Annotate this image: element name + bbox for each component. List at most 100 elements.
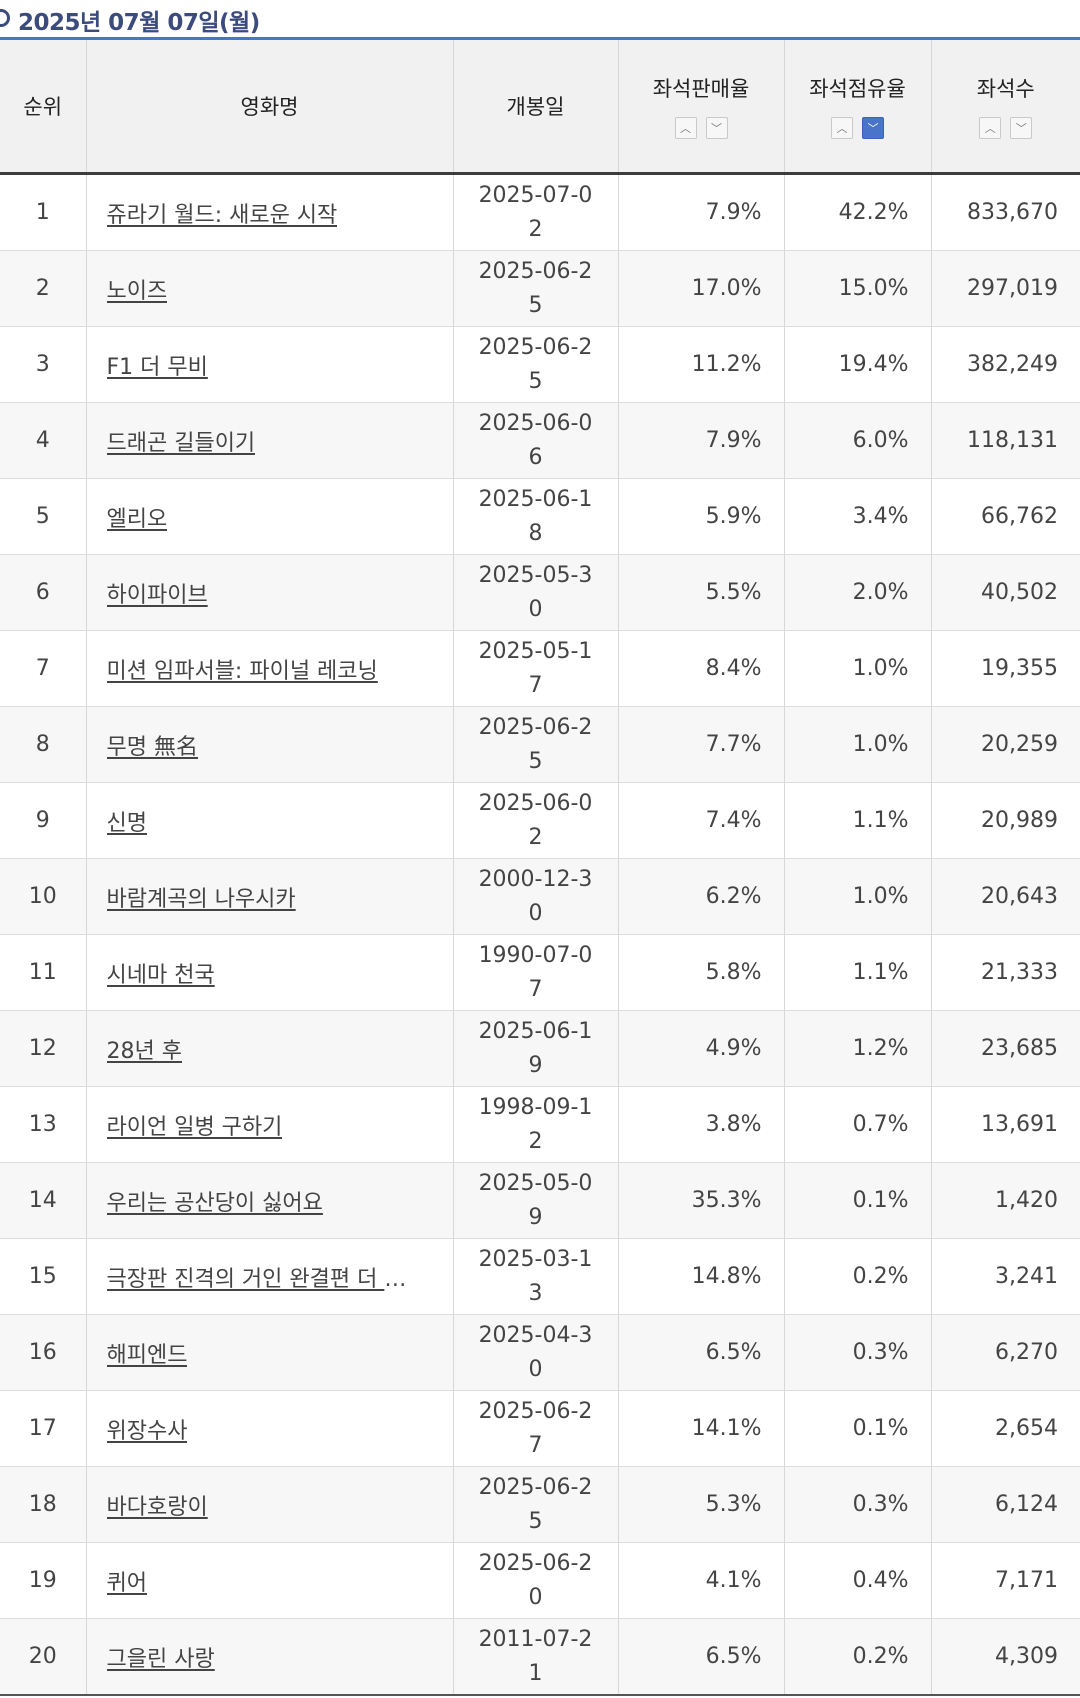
title-cell: 해피엔드 bbox=[85, 1314, 453, 1391]
movie-title-link[interactable]: 위장수사 bbox=[106, 1418, 188, 1444]
movie-title-link[interactable]: 노이즈 bbox=[106, 278, 168, 304]
movie-title-link[interactable]: 엘리오 bbox=[106, 506, 168, 532]
seat-sales-rate-cell: 4.9% bbox=[617, 1010, 784, 1087]
table-row: 5 엘리오 2025-06-18 5.9% 3.4% 66,762 bbox=[0, 478, 1080, 555]
seat-sales-rate-cell: 11.2% bbox=[617, 326, 784, 403]
movie-title-link[interactable]: 극장판 진격의 거인 완결편 더 라스… bbox=[106, 1266, 407, 1292]
seat-ranking-table: 순위 영화명 개봉일 좌석판매율 ︿ ﹀ 좌석점유율 ︿ ﹀ 좌석수 bbox=[0, 40, 1080, 1696]
release-date-cell: 2025-07-02 bbox=[452, 173, 618, 251]
rank-cell: 17 bbox=[0, 1390, 86, 1467]
movie-title-link[interactable]: 쥬라기 월드: 새로운 시작 bbox=[106, 202, 338, 228]
column-header-release: 개봉일 bbox=[452, 40, 618, 175]
rank-cell: 20 bbox=[0, 1618, 86, 1696]
movie-title-link[interactable]: F1 더 무비 bbox=[106, 354, 208, 380]
title-cell: 신명 bbox=[85, 782, 453, 859]
title-cell: 극장판 진격의 거인 완결편 더 라스… bbox=[85, 1238, 453, 1315]
rank-cell: 11 bbox=[0, 934, 86, 1011]
movie-title-link[interactable]: 28년 후 bbox=[106, 1038, 182, 1064]
movie-title-link[interactable]: 그을린 사랑 bbox=[106, 1646, 215, 1672]
title-cell: 라이언 일병 구하기 bbox=[85, 1086, 453, 1163]
release-date-cell: 2025-06-25 bbox=[452, 326, 618, 403]
seat-share-cell: 0.3% bbox=[783, 1466, 931, 1543]
movie-title-link[interactable]: 바람계곡의 나우시카 bbox=[106, 886, 296, 912]
rank-cell: 1 bbox=[0, 173, 86, 251]
seat-sales-rate-cell: 7.4% bbox=[617, 782, 784, 859]
title-cell: 쥬라기 월드: 새로운 시작 bbox=[85, 173, 453, 251]
release-date-cell: 2011-07-21 bbox=[452, 1618, 618, 1696]
sort-desc-sales-rate-chevron-down-icon[interactable]: ﹀ bbox=[705, 117, 728, 139]
movie-title-link[interactable]: 바다호랑이 bbox=[106, 1494, 208, 1520]
seat-count-cell: 20,643 bbox=[930, 858, 1080, 935]
movie-title-link[interactable]: 해피엔드 bbox=[106, 1342, 188, 1368]
release-date-cell: 2025-06-20 bbox=[452, 1542, 618, 1619]
movie-title-link[interactable]: 라이언 일병 구하기 bbox=[106, 1114, 283, 1140]
seat-share-cell: 0.2% bbox=[783, 1238, 931, 1315]
seat-sales-rate-cell: 17.0% bbox=[617, 250, 784, 327]
movie-title-link[interactable]: 드래곤 길들이기 bbox=[106, 430, 256, 456]
rank-cell: 16 bbox=[0, 1314, 86, 1391]
release-date-cell: 1998-09-12 bbox=[452, 1086, 618, 1163]
seat-sales-rate-cell: 4.1% bbox=[617, 1542, 784, 1619]
seat-count-cell: 2,654 bbox=[930, 1390, 1080, 1467]
movie-title-link[interactable]: 하이파이브 bbox=[106, 582, 208, 608]
seat-sales-rate-cell: 5.9% bbox=[617, 478, 784, 555]
table-row: 14 우리는 공산당이 싫어요 2025-05-09 35.3% 0.1% 1,420 bbox=[0, 1162, 1080, 1239]
seat-count-cell: 6,270 bbox=[930, 1314, 1080, 1391]
sort-desc-seat-share-chevron-down-icon[interactable]: ﹀ bbox=[862, 117, 884, 139]
rank-cell: 6 bbox=[0, 554, 86, 631]
seat-share-cell: 0.4% bbox=[783, 1542, 931, 1619]
rank-cell: 8 bbox=[0, 706, 86, 783]
release-date-cell: 2025-06-06 bbox=[452, 402, 618, 479]
rank-cell: 15 bbox=[0, 1238, 86, 1315]
table-row: 15 극장판 진격의 거인 완결편 더 라스… 2025-03-1314.8%0.2… bbox=[0, 1238, 1080, 1315]
sort-asc-seats-chevron-up-icon[interactable]: ︿ bbox=[979, 117, 1002, 139]
seat-count-cell: 66,762 bbox=[930, 478, 1080, 555]
sort-asc-seat-share-chevron-up-icon[interactable]: ︿ bbox=[831, 117, 853, 139]
movie-title-link[interactable]: 신명 bbox=[106, 810, 147, 836]
rank-cell: 14 bbox=[0, 1162, 86, 1239]
title-cell: 그을린 사랑 bbox=[85, 1618, 453, 1696]
seat-count-cell: 23,685 bbox=[930, 1010, 1080, 1087]
title-cell: 우리는 공산당이 싫어요 bbox=[85, 1162, 453, 1239]
title-cell: 무명 無名 bbox=[85, 706, 453, 783]
movie-title-link[interactable]: 우리는 공산당이 싫어요 bbox=[106, 1190, 323, 1216]
seat-count-cell: 4,309 bbox=[930, 1618, 1080, 1696]
seat-sales-rate-cell: 14.8% bbox=[617, 1238, 784, 1315]
sort-asc-sales-rate-chevron-up-icon[interactable]: ︿ bbox=[674, 117, 697, 139]
rank-cell: 13 bbox=[0, 1086, 86, 1163]
table-row: 20 그을린 사랑 2011-07-21 6.5% 0.2% 4,309 bbox=[0, 1618, 1080, 1696]
table-row: 10 바람계곡의 나우시카 2000-12-30 6.2% 1.0% 20,643 bbox=[0, 858, 1080, 935]
circle-bullet-icon bbox=[0, 9, 10, 27]
movie-title-link[interactable]: 무명 無名 bbox=[106, 734, 198, 760]
seat-count-cell: 297,019 bbox=[930, 250, 1080, 327]
title-cell: 엘리오 bbox=[85, 478, 453, 555]
title-cell: 드래곤 길들이기 bbox=[85, 402, 453, 479]
seat-share-cell: 3.4% bbox=[783, 478, 931, 555]
movie-title-link[interactable]: 퀴어 bbox=[106, 1570, 147, 1596]
release-date-cell: 2025-05-09 bbox=[452, 1162, 618, 1239]
seat-share-cell: 6.0% bbox=[783, 402, 931, 479]
seat-share-cell: 1.1% bbox=[783, 782, 931, 859]
seat-sales-rate-cell: 7.9% bbox=[617, 173, 784, 251]
seat-sales-rate-cell: 3.8% bbox=[617, 1086, 784, 1163]
seat-sales-rate-cell: 6.2% bbox=[617, 858, 784, 935]
seat-sales-rate-cell: 7.9% bbox=[617, 402, 784, 479]
movie-title-link[interactable]: 미션 임파서블: 파이널 레코닝 bbox=[106, 658, 378, 684]
seat-sales-rate-cell: 5.5% bbox=[617, 554, 784, 631]
seat-share-cell: 1.1% bbox=[783, 934, 931, 1011]
release-date-cell: 2025-06-02 bbox=[452, 782, 618, 859]
seat-count-cell: 6,124 bbox=[930, 1466, 1080, 1543]
seat-count-cell: 19,355 bbox=[930, 630, 1080, 707]
sort-desc-seats-chevron-down-icon[interactable]: ﹀ bbox=[1010, 117, 1033, 139]
seat-share-cell: 0.3% bbox=[783, 1314, 931, 1391]
seat-sales-rate-cell: 35.3% bbox=[617, 1162, 784, 1239]
movie-title-link[interactable]: 시네마 천국 bbox=[106, 962, 215, 988]
title-cell: 위장수사 bbox=[85, 1390, 453, 1467]
seat-share-cell: 42.2% bbox=[783, 173, 931, 251]
seat-share-cell: 1.0% bbox=[783, 630, 931, 707]
seat-share-cell: 0.1% bbox=[783, 1162, 931, 1239]
release-date-cell: 1990-07-07 bbox=[452, 934, 618, 1011]
heading-divider bbox=[0, 37, 1080, 40]
release-date-cell: 2025-03-13 bbox=[452, 1238, 618, 1315]
table-row: 8 무명 無名 2025-06-25 7.7% 1.0% 20,259 bbox=[0, 706, 1080, 783]
